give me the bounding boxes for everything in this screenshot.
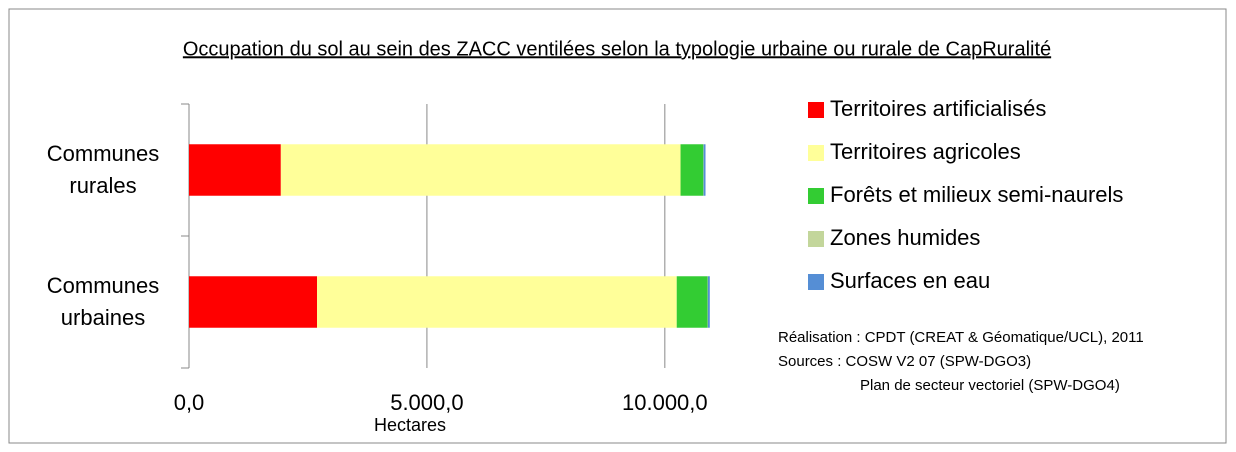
legend-swatch xyxy=(808,145,824,161)
bar-segment xyxy=(707,276,710,328)
bar-segment xyxy=(676,276,708,328)
legend-swatch xyxy=(808,102,824,118)
legend-label: Forêts et milieux semi-naurels xyxy=(830,182,1123,207)
x-tick-label: 10.000,0 xyxy=(622,390,708,415)
legend-swatch xyxy=(808,231,824,247)
legend-label: Zones humides xyxy=(830,225,980,250)
chart-frame xyxy=(8,8,1227,444)
x-tick-label: 5.000,0 xyxy=(390,390,463,415)
legend-label: Surfaces en eau xyxy=(830,268,990,293)
chart-title: Occupation du sol au sein des ZACC venti… xyxy=(183,38,1051,60)
bar-segment xyxy=(189,144,281,196)
bar-segment xyxy=(703,144,706,196)
bar-segment xyxy=(680,144,704,196)
bar-segment xyxy=(189,276,317,328)
note: Sources : COSW V2 07 (SPW-DGO3) xyxy=(778,353,1031,370)
bar-segment xyxy=(316,276,677,328)
y-tick-label: Communes urbaines xyxy=(46,273,160,330)
note: Plan de secteur vectoriel (SPW-DGO4) xyxy=(860,377,1120,394)
legend-swatch xyxy=(808,274,824,290)
y-tick-label: Communes rurales xyxy=(46,141,160,198)
legend-label: Territoires artificialisés xyxy=(830,96,1046,121)
x-axis-label: Hectares xyxy=(374,415,446,435)
bar-segment xyxy=(280,144,681,196)
note: Réalisation : CPDT (CREAT & Géomatique/U… xyxy=(778,329,1144,346)
x-tick-label: 0,0 xyxy=(174,390,205,415)
legend-swatch xyxy=(808,188,824,204)
legend-label: Territoires agricoles xyxy=(830,139,1021,164)
